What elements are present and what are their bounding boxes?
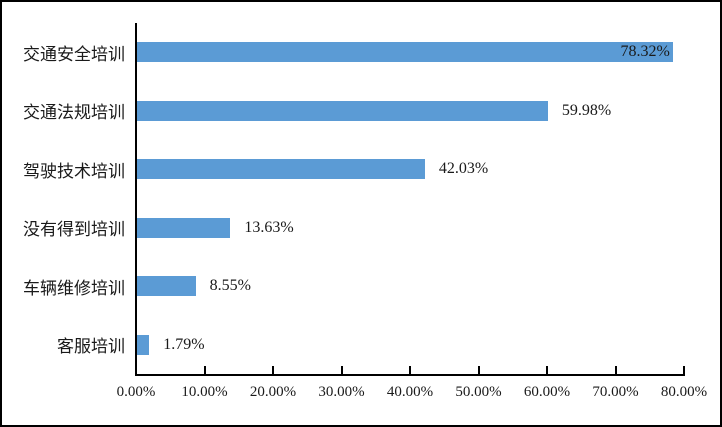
category-label: 车辆维修培训 [23,278,125,298]
x-axis-tick-label: 10.00% [181,384,228,400]
x-axis-tick [203,366,206,374]
bar [137,42,674,63]
x-axis-tick [477,366,480,374]
x-axis-tick-label: 20.00% [249,384,297,400]
x-axis-tick-label: 60.00% [523,384,571,400]
x-axis-tick [683,366,685,374]
x-axis-tick-label: 40.00% [386,384,434,400]
x-axis-tick [614,366,617,374]
bar-value-label: 42.03% [438,160,489,178]
x-axis-tick-label: 80.00% [660,384,708,400]
bar [137,217,231,238]
bar-value-label: 78.32% [620,43,670,61]
x-axis-tick [340,366,343,374]
x-axis-tick [546,366,548,374]
bar [137,276,196,297]
plot-area: 78.32% 59.98% 42.03% 13.63% 8.55% 1.79% [135,23,685,376]
category-label: 交通法规培训 [23,103,125,123]
x-axis-tick-label: 0.00% [116,384,156,400]
bar-value-label: 8.55% [209,277,251,295]
x-axis-tick-label: 30.00% [318,384,365,400]
category-label: 交通安全培训 [23,44,125,64]
bar-value-label: 59.98% [561,101,612,119]
bar-value-label: 13.63% [244,218,294,236]
category-label: 没有得到培训 [23,220,125,240]
x-axis-tick-label: 50.00% [455,384,502,400]
category-label: 驾驶技术培训 [23,161,125,181]
x-axis-tick-label: 70.00% [592,384,639,400]
bar-value-label: 1.79% [163,335,205,353]
bar [137,159,425,180]
x-axis-tick [272,366,274,374]
x-axis-tick [409,366,411,374]
bar [137,100,548,121]
bar [137,334,150,355]
category-label: 客服培训 [57,337,125,357]
